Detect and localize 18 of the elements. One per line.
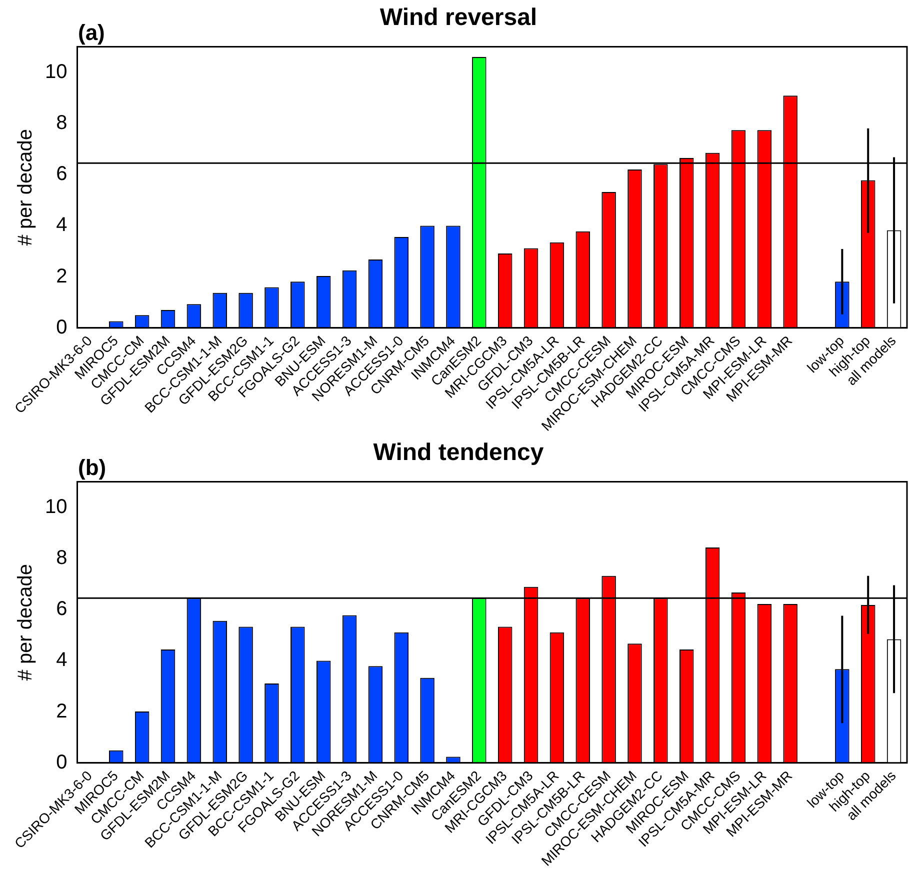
text: (b) xyxy=(78,454,106,480)
y-tick-label: 10 xyxy=(44,496,68,518)
y-tick-label: 8 xyxy=(56,112,68,134)
y-axis-title: # per decade xyxy=(14,128,37,246)
chart-title: Wind reversal xyxy=(380,4,538,32)
y-tick-label: 8 xyxy=(56,546,68,569)
text: (a) xyxy=(78,20,105,45)
y-tick-label: 4 xyxy=(56,214,68,236)
y-tick-label: 4 xyxy=(56,649,68,672)
y-tick-label: 10 xyxy=(44,60,68,83)
y-tick-label: 6 xyxy=(56,163,68,186)
y-tick-label: 6 xyxy=(56,598,68,620)
chart-title: Wind tendency xyxy=(373,439,544,466)
y-tick-label: 0 xyxy=(56,751,68,774)
y-tick-label: 2 xyxy=(56,265,68,288)
y-tick-label: 2 xyxy=(56,700,68,722)
y-tick-label: 0 xyxy=(56,316,68,338)
y-axis-title: # per decade xyxy=(14,564,37,681)
